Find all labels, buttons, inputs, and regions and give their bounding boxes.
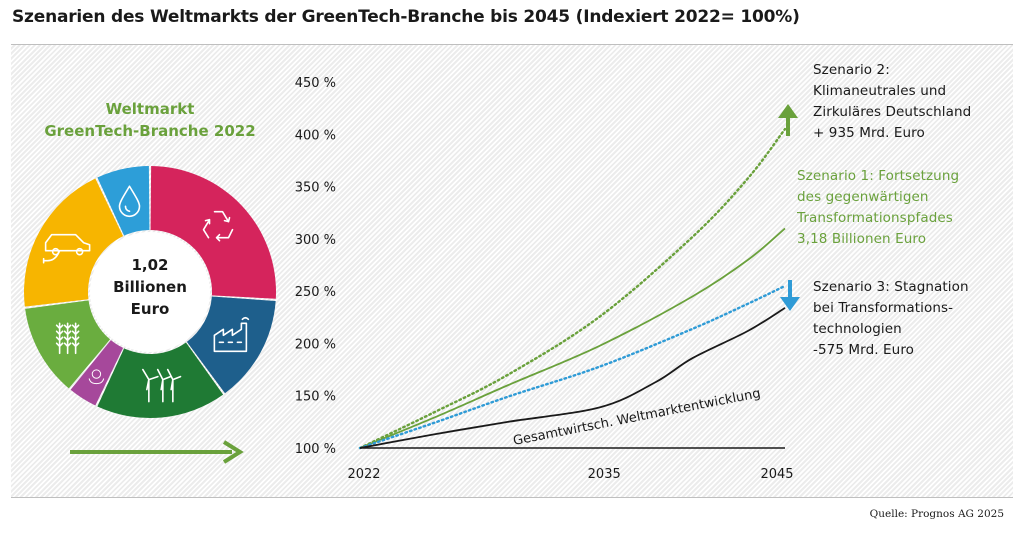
y-tick-label: 350 % bbox=[295, 181, 336, 196]
donut-center-line: 1,02 bbox=[131, 256, 169, 274]
x-tick-label: 2035 bbox=[588, 467, 621, 482]
recycling-icon bbox=[202, 210, 234, 242]
scenario-line: bei Transformations- bbox=[813, 300, 954, 316]
scenario-line: Klimaneutrales und bbox=[813, 83, 947, 99]
series-line-s3 bbox=[358, 284, 787, 450]
scenario-line: + 935 Mrd. Euro bbox=[813, 125, 925, 141]
y-tick-label: 400 % bbox=[295, 128, 336, 143]
y-tick-label: 200 % bbox=[295, 337, 336, 352]
scenario-line: 3,18 Billionen Euro bbox=[797, 231, 927, 247]
donut-center-label: 1,02 Billionen Euro bbox=[90, 254, 210, 320]
up-arrow-icon bbox=[778, 104, 798, 136]
donut-segment bbox=[23, 178, 124, 307]
donut-title: Weltmarkt GreenTech-Branche 2022 bbox=[40, 98, 260, 142]
factory-icon bbox=[213, 316, 250, 353]
scenario-3-label: Szenario 3: Stagnation bei Transformatio… bbox=[813, 277, 969, 361]
series-line-s1 bbox=[359, 227, 786, 449]
donut-segment bbox=[97, 342, 224, 418]
down-arrow-icon bbox=[780, 280, 800, 311]
donut-segment bbox=[97, 166, 150, 236]
source-note: Quelle: Prognos AG 2025 bbox=[869, 508, 1004, 520]
curve-label: Gesamtwirtsch. Weltmarktentwicklung bbox=[512, 386, 762, 449]
wheat-icon bbox=[55, 322, 80, 355]
x-tick-label: 2022 bbox=[347, 467, 380, 482]
globe-hands-icon bbox=[88, 369, 105, 385]
scenario-line: Szenario 3: Stagnation bbox=[813, 279, 969, 295]
y-tick-label: 250 % bbox=[295, 285, 336, 300]
y-tick-label: 150 % bbox=[295, 390, 336, 405]
scenario-line: technologien bbox=[813, 321, 902, 337]
donut-segment bbox=[186, 296, 276, 394]
series-line-gesamt bbox=[359, 307, 786, 449]
series-lines bbox=[358, 127, 787, 450]
wind-turbine-icon bbox=[142, 368, 182, 403]
scenario-line: -575 Mrd. Euro bbox=[813, 342, 915, 358]
scenario-line: des gegenwärtigen bbox=[797, 189, 929, 205]
donut-title-line: GreenTech-Branche 2022 bbox=[44, 122, 256, 140]
donut-center-line: Billionen bbox=[113, 278, 187, 296]
x-axis: 2022 2035 2045 bbox=[347, 467, 793, 482]
scenario-2-label: Szenario 2: Klimaneutrales und Zirkuläre… bbox=[813, 60, 971, 144]
donut-center-line: Euro bbox=[130, 300, 170, 318]
y-tick-label: 300 % bbox=[295, 233, 336, 248]
water-drop-icon bbox=[118, 185, 141, 218]
scenario-line: Szenario 1: Fortsetzung bbox=[797, 168, 960, 184]
donut-hole bbox=[90, 232, 210, 352]
page-title: Szenarien des Weltmarkts der GreenTech-B… bbox=[12, 7, 800, 27]
donut-segment bbox=[150, 166, 276, 299]
y-axis: 100 % 150 % 200 % 250 % 300 % 350 % 400 % 450 % bbox=[295, 76, 336, 457]
scenario-line: Szenario 2: bbox=[813, 62, 890, 78]
donut-segment bbox=[70, 340, 124, 406]
donut-icons bbox=[42, 185, 250, 403]
x-tick-label: 2045 bbox=[760, 467, 793, 482]
scenario-1-label: Szenario 1: Fortsetzung des gegenwärtige… bbox=[797, 166, 959, 250]
electric-car-icon bbox=[42, 233, 91, 264]
timeline-arrow bbox=[70, 440, 244, 464]
y-tick-label: 100 % bbox=[295, 442, 336, 457]
scenario-line: Zirkuläres Deutschland bbox=[813, 104, 972, 120]
series-line-s2 bbox=[358, 127, 787, 450]
y-tick-label: 450 % bbox=[295, 76, 336, 91]
scenario-line: Transformationspfades bbox=[797, 210, 953, 226]
donut-title-line: Weltmarkt bbox=[105, 100, 195, 118]
